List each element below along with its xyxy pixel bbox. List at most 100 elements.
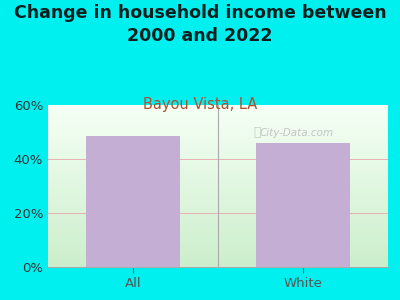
Bar [48, 134, 388, 136]
Bar [48, 188, 388, 189]
Bar [48, 254, 388, 256]
Bar [48, 201, 388, 202]
Bar [48, 206, 388, 207]
Bar [48, 160, 388, 162]
Bar [48, 252, 388, 254]
Bar [48, 210, 388, 212]
Bar [48, 256, 388, 257]
Bar [48, 238, 388, 239]
Bar [48, 110, 388, 112]
Bar [48, 126, 388, 128]
Bar [48, 163, 388, 165]
Bar [48, 259, 388, 260]
Bar [48, 131, 388, 133]
Bar [48, 150, 388, 152]
Bar [86, 136, 180, 267]
Bar [48, 214, 388, 215]
Text: Bayou Vista, LA: Bayou Vista, LA [143, 98, 257, 112]
Bar [256, 143, 350, 267]
Bar [48, 196, 388, 197]
Bar [48, 209, 388, 210]
Bar [48, 168, 388, 170]
Bar [48, 231, 388, 233]
Bar [48, 257, 388, 259]
Bar [48, 241, 388, 243]
Bar [48, 141, 388, 142]
Bar [48, 106, 388, 108]
Bar [48, 123, 388, 124]
Bar [48, 170, 388, 171]
Bar [48, 202, 388, 204]
Bar [48, 152, 388, 154]
Bar [48, 243, 388, 244]
Bar [48, 133, 388, 134]
Bar [48, 118, 388, 120]
Text: City-Data.com: City-Data.com [259, 128, 333, 137]
Bar [48, 184, 388, 186]
Bar [48, 128, 388, 129]
Bar [48, 116, 388, 118]
Bar [48, 154, 388, 155]
Bar [48, 137, 388, 139]
Bar [48, 121, 388, 123]
Bar [48, 264, 388, 266]
Bar [48, 178, 388, 179]
Bar [48, 251, 388, 252]
Bar [48, 165, 388, 166]
Bar [48, 113, 388, 115]
Bar [48, 228, 388, 230]
Bar [48, 146, 388, 147]
Bar [48, 207, 388, 209]
Bar [48, 226, 388, 228]
Bar [48, 136, 388, 137]
Bar [48, 144, 388, 146]
Bar [48, 158, 388, 160]
Bar [48, 142, 388, 144]
Bar [48, 218, 388, 220]
Bar [48, 235, 388, 236]
Bar [48, 115, 388, 116]
Bar [48, 112, 388, 113]
Bar [48, 220, 388, 222]
Bar [48, 120, 388, 121]
Bar [48, 244, 388, 246]
Bar [48, 189, 388, 191]
Bar [48, 171, 388, 173]
Bar [48, 222, 388, 223]
Bar [48, 149, 388, 150]
Bar [48, 162, 388, 163]
Bar [48, 176, 388, 178]
Text: Change in household income between
2000 and 2022: Change in household income between 2000 … [14, 4, 386, 45]
Bar [48, 191, 388, 193]
Bar [48, 262, 388, 264]
Bar [48, 124, 388, 126]
Bar [48, 175, 388, 176]
Bar [48, 105, 388, 106]
Bar [48, 236, 388, 238]
Bar [48, 167, 388, 168]
Bar [48, 129, 388, 131]
Bar [48, 147, 388, 149]
Bar [48, 197, 388, 199]
Bar [48, 139, 388, 141]
Bar [48, 223, 388, 225]
Bar [48, 230, 388, 231]
Text: ⓘ: ⓘ [253, 126, 261, 139]
Bar [48, 246, 388, 247]
Bar [48, 215, 388, 217]
Bar [48, 199, 388, 201]
Bar [48, 260, 388, 262]
Bar [48, 193, 388, 194]
Bar [48, 181, 388, 183]
Bar [48, 212, 388, 214]
Bar [48, 155, 388, 157]
Bar [48, 157, 388, 158]
Bar [48, 239, 388, 241]
Bar [48, 248, 388, 249]
Bar [48, 266, 388, 267]
Bar [48, 183, 388, 184]
Bar [48, 204, 388, 206]
Bar [48, 194, 388, 196]
Bar [48, 186, 388, 188]
Bar [48, 217, 388, 218]
